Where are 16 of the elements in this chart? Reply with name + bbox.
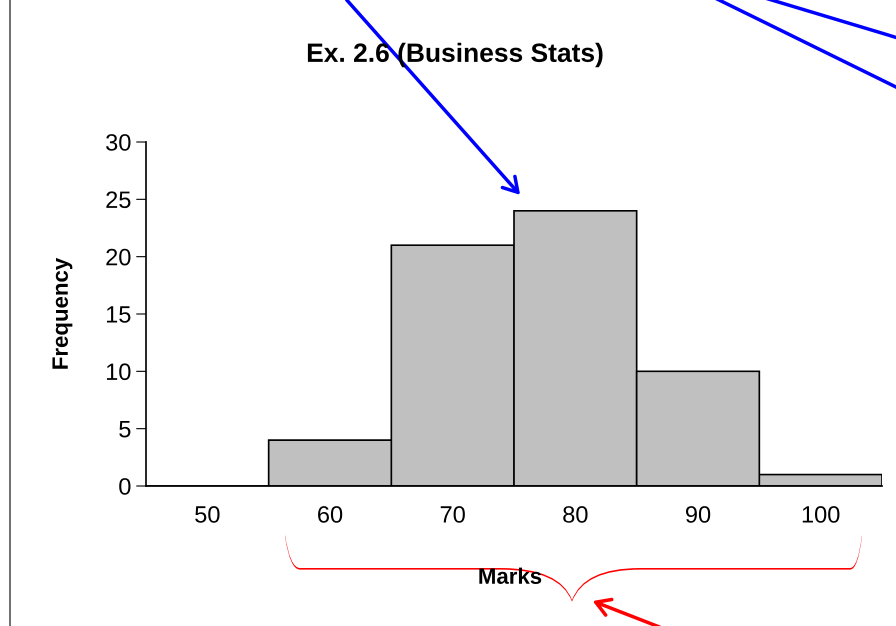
x-axis-title: Marks	[479, 568, 542, 584]
x-tick-label: 90	[686, 506, 710, 523]
x-tick-label: 70	[440, 506, 465, 523]
x-tick-label: 80	[563, 506, 588, 523]
y-tick-label: 5	[119, 420, 130, 438]
y-tick-label: 20	[106, 248, 130, 266]
x-tick-label: 60	[318, 506, 342, 523]
y-tick-label: 15	[106, 306, 130, 323]
x-tick-label: 100	[802, 506, 840, 523]
y-tick-label: 0	[119, 478, 130, 495]
y-axis-title: Frequency	[52, 258, 72, 369]
chart-title: Ex. 2.6 (Business Stats)	[308, 42, 603, 68]
x-tick-label: 50	[195, 506, 220, 523]
y-tick-label: 10	[106, 363, 130, 380]
y-tick-label: 25	[106, 191, 130, 208]
y-tick-label: 30	[106, 134, 130, 151]
